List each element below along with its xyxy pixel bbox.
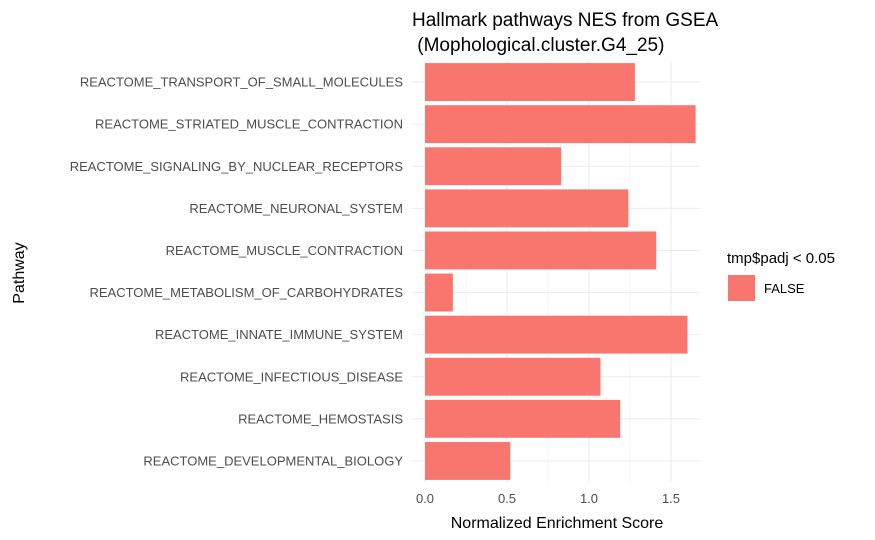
x-tick-labels: 0.0 0.5 1.0 1.5 bbox=[416, 491, 680, 506]
y-tick-label-2: REACTOME_SIGNALING_BY_NUCLEAR_RECEPTORS bbox=[70, 159, 404, 174]
legend: tmp$padj < 0.05 FALSE bbox=[727, 250, 835, 301]
x-tick-label-1: 0.5 bbox=[498, 491, 516, 506]
bar-2 bbox=[425, 147, 562, 186]
x-tick-label-2: 1.0 bbox=[580, 491, 598, 506]
bar-8 bbox=[425, 399, 621, 438]
legend-label-false: FALSE bbox=[764, 281, 805, 296]
bars bbox=[425, 63, 696, 480]
legend-title: tmp$padj < 0.05 bbox=[727, 250, 835, 267]
y-tick-label-3: REACTOME_NEURONAL_SYSTEM bbox=[189, 201, 403, 216]
y-tick-label-5: REACTOME_METABOLISM_OF_CARBOHYDRATES bbox=[89, 285, 403, 300]
y-tick-labels: REACTOME_TRANSPORT_OF_SMALL_MOLECULES REA… bbox=[70, 75, 404, 469]
x-tick-label-3: 1.5 bbox=[662, 491, 680, 506]
bar-3 bbox=[425, 189, 629, 228]
y-tick-label-0: REACTOME_TRANSPORT_OF_SMALL_MOLECULES bbox=[80, 75, 403, 90]
y-tick-label-6: REACTOME_INNATE_IMMUNE_SYSTEM bbox=[155, 327, 403, 342]
x-tick-label-0: 0.0 bbox=[416, 491, 434, 506]
y-tick-label-8: REACTOME_HEMOSTASIS bbox=[238, 411, 403, 426]
y-axis-title: Pathway bbox=[11, 242, 28, 303]
bar-4 bbox=[425, 231, 657, 270]
bar-5 bbox=[425, 273, 453, 312]
plot-panel bbox=[412, 61, 700, 482]
bar-9 bbox=[425, 442, 511, 480]
chart-subtitle: (Mophological.cluster.G4_25) bbox=[412, 35, 664, 56]
bar-0 bbox=[425, 63, 635, 101]
y-tick-label-9: REACTOME_DEVELOPMENTAL_BIOLOGY bbox=[143, 453, 403, 468]
bar-7 bbox=[425, 357, 601, 396]
bar-6 bbox=[425, 315, 688, 354]
y-tick-label-7: REACTOME_INFECTIOUS_DISEASE bbox=[180, 369, 403, 384]
y-tick-label-1: REACTOME_STRIATED_MUSCLE_CONTRACTION bbox=[95, 117, 403, 132]
x-axis-title: Normalized Enrichment Score bbox=[451, 515, 664, 532]
legend-key-false bbox=[728, 275, 755, 301]
chart-title: Hallmark pathways NES from GSEA bbox=[412, 10, 719, 31]
y-tick-label-4: REACTOME_MUSCLE_CONTRACTION bbox=[166, 243, 403, 258]
bar-1 bbox=[425, 105, 696, 144]
